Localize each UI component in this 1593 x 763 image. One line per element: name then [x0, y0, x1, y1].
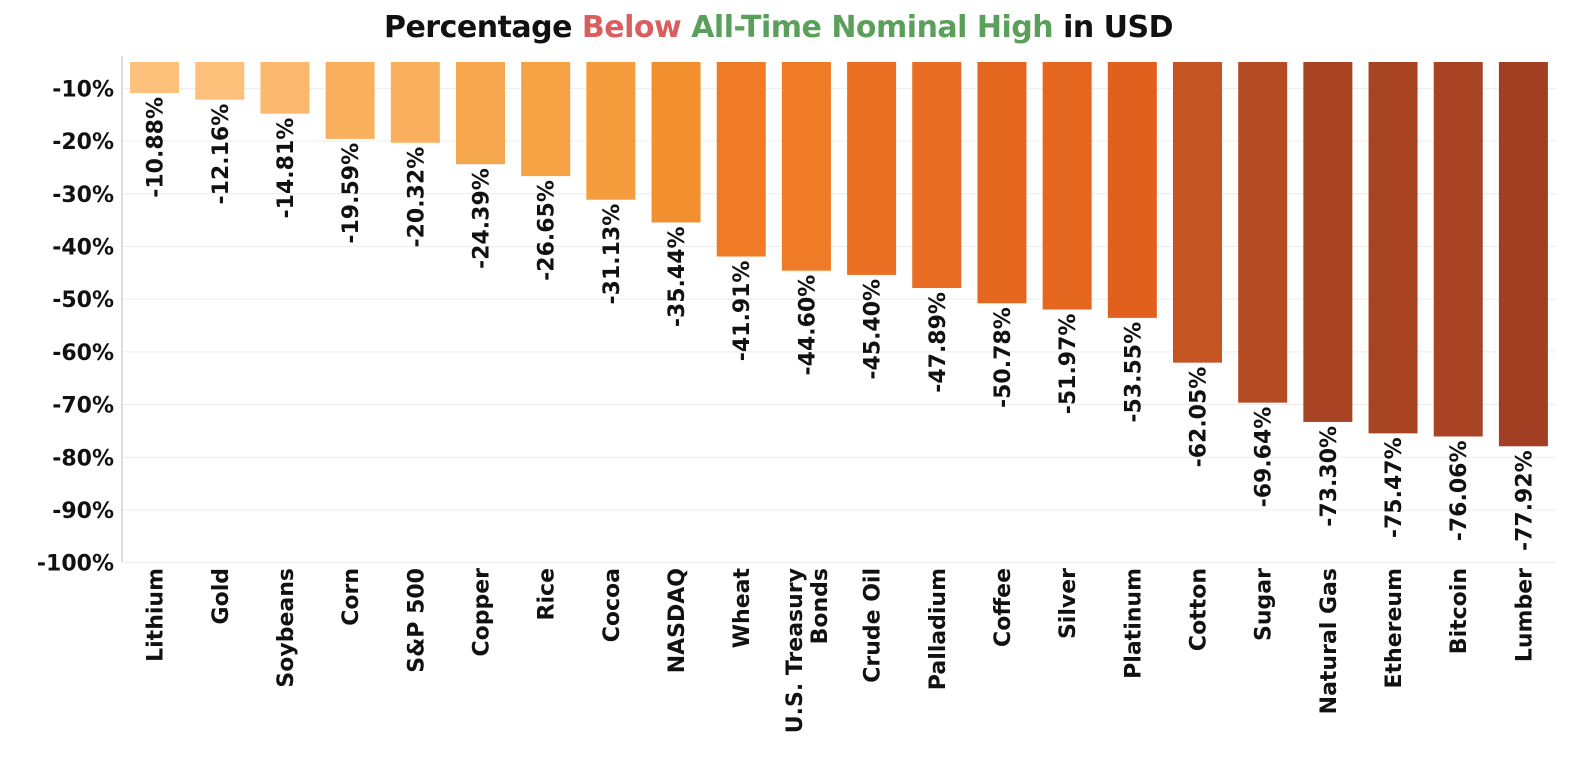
x-tick-label: Gold [209, 568, 234, 624]
x-tick-label: Corn [339, 568, 364, 626]
bar [781, 62, 831, 271]
bar [130, 62, 180, 93]
y-tick-label: -60% [52, 341, 114, 366]
x-tick-label: S&P 500 [404, 568, 429, 673]
y-tick-label: -70% [52, 394, 114, 419]
bar [977, 62, 1027, 304]
bar [456, 62, 505, 165]
bar [1042, 62, 1092, 310]
y-tick-label: -50% [52, 288, 114, 313]
x-tick-label: NASDAQ [665, 568, 690, 673]
value-label: -62.05% [1187, 367, 1212, 468]
title-part-in-usd: in USD [1053, 10, 1174, 45]
chart-title: Percentage Below All-Time Nominal High i… [0, 10, 1557, 45]
y-tick-label: -100% [37, 552, 114, 577]
x-tick-label: Platinum [1121, 568, 1146, 679]
value-label: -47.89% [926, 292, 951, 393]
bar [521, 62, 571, 177]
x-tick-label: Cotton [1187, 568, 1212, 651]
x-tick-label: Coffee [991, 568, 1016, 647]
x-tick-label: Palladium [926, 568, 951, 690]
x-tick-label: Lumber [1512, 568, 1537, 662]
title-part-percentage: Percentage [383, 10, 582, 45]
value-label: -10.88% [144, 97, 169, 198]
bar [1433, 62, 1483, 437]
bar [912, 62, 962, 289]
x-tick-label: Wheat [730, 568, 755, 649]
value-label: -20.32% [404, 147, 429, 248]
bar [195, 62, 245, 100]
x-tick-label: Copper [470, 568, 495, 657]
value-label: -76.06% [1447, 440, 1472, 541]
value-label: -50.78% [991, 307, 1016, 408]
value-label: -26.65% [535, 180, 560, 281]
bar [390, 62, 440, 143]
bar [1303, 62, 1353, 422]
x-tick-label: Cocoa [600, 568, 625, 642]
bar [1498, 62, 1548, 447]
x-tick-label: U.S. TreasuryBonds [783, 568, 833, 733]
x-tick-label: Sugar [1252, 568, 1277, 641]
value-label: -75.47% [1382, 437, 1407, 538]
bar [325, 62, 375, 139]
value-label: -14.81% [274, 118, 299, 219]
y-tick-label: -10% [52, 77, 114, 102]
y-tick-label: -40% [52, 235, 114, 260]
bar [1368, 62, 1418, 434]
x-tick-label: Soybeans [274, 568, 299, 688]
x-tick-label: Bitcoin [1447, 568, 1472, 654]
value-label: -31.13% [600, 204, 625, 305]
value-labels: -10.88% -12.16% -14.81% -19.59% -20.32% -24.3… [144, 97, 1538, 551]
value-label: -12.16% [209, 104, 234, 205]
value-label: -73.30% [1317, 426, 1342, 527]
x-tick-label: Ethereum [1382, 568, 1407, 688]
y-tick-label: -90% [52, 499, 114, 524]
value-label: -51.97% [1056, 314, 1081, 415]
value-label: -69.64% [1252, 407, 1277, 508]
bar [1173, 62, 1222, 363]
value-label: -53.55% [1121, 322, 1146, 423]
bar [716, 62, 766, 257]
x-tick-label: Natural Gas [1317, 568, 1342, 714]
value-label: -44.60% [795, 275, 820, 376]
bar [1238, 62, 1288, 403]
bar [1107, 62, 1157, 318]
bar [586, 62, 636, 200]
y-tick-label: -80% [52, 446, 114, 471]
x-tick-label: Lithium [144, 568, 169, 662]
value-label: -41.91% [730, 261, 755, 362]
x-tick-label: Rice [535, 568, 560, 620]
bars [130, 62, 1548, 447]
bar [847, 62, 897, 275]
value-label: -77.92% [1512, 450, 1537, 551]
bar [260, 62, 310, 114]
value-label: -19.59% [339, 143, 364, 244]
value-label: -45.40% [861, 279, 886, 380]
y-tick-label: -20% [52, 130, 114, 155]
x-tick-label: Crude Oil [861, 568, 886, 683]
value-label: -35.44% [665, 226, 690, 327]
value-label: -24.39% [470, 168, 495, 269]
y-tick-label: -30% [52, 183, 114, 208]
y-axis: -10% -20% -30% -40% -50% -60% -70% -80% -90% -100… [37, 56, 123, 577]
x-axis: Lithium Gold Soybeans Corn S&P 500 Copper Rice… [144, 568, 1538, 734]
title-part-below: Below [581, 10, 682, 45]
bar [651, 62, 701, 223]
title-part-all-time-nominal-high: All-Time Nominal High [681, 10, 1054, 45]
x-tick-label: Silver [1056, 568, 1081, 639]
